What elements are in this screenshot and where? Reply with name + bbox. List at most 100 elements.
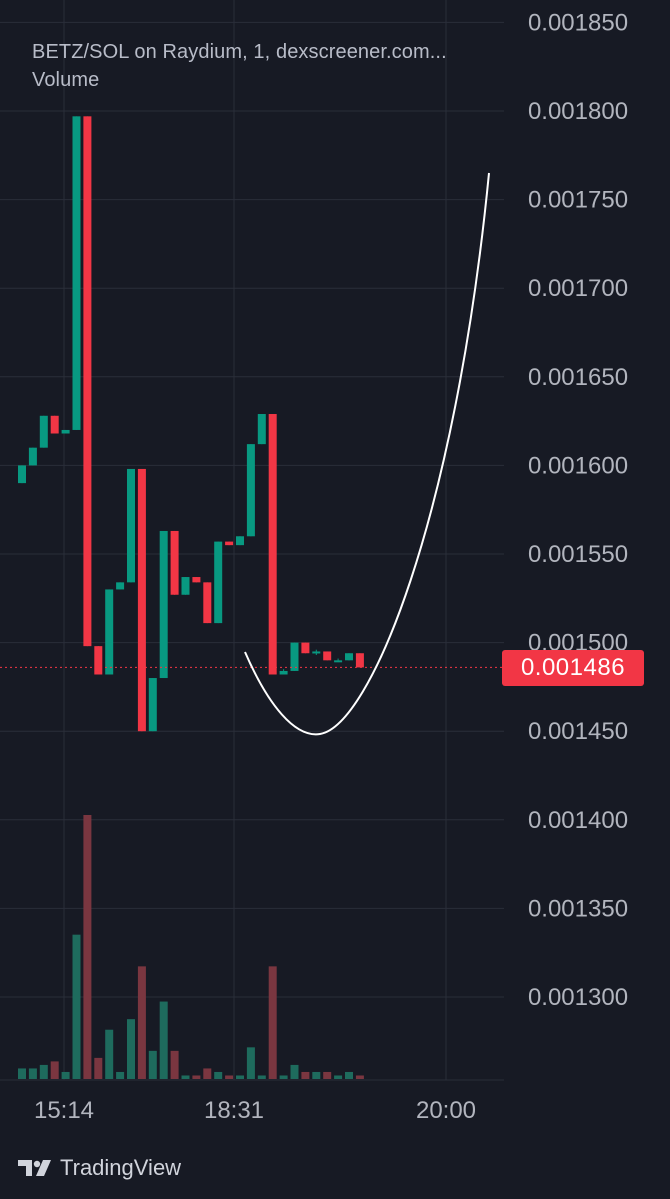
price-tick-label: 0.001550 — [528, 541, 628, 568]
volume-bar — [159, 1001, 168, 1079]
candle-body — [159, 530, 168, 679]
candle-body — [94, 646, 103, 675]
candle[interactable] — [345, 653, 353, 661]
candle[interactable] — [279, 669, 288, 675]
volume-bar — [72, 934, 81, 1079]
candle-body — [257, 414, 266, 445]
candle[interactable] — [94, 646, 103, 675]
tradingview-attribution[interactable]: TradingView — [18, 1148, 181, 1188]
candle[interactable] — [334, 658, 343, 663]
candle[interactable] — [214, 541, 223, 624]
candle-body — [148, 678, 157, 732]
volume-bar — [312, 1071, 321, 1079]
candle-body — [323, 651, 332, 661]
volume-bar — [61, 1071, 70, 1079]
volume-bars — [18, 815, 364, 1079]
candle[interactable] — [28, 447, 37, 466]
candle-body — [279, 670, 288, 675]
volume-bar — [148, 1050, 157, 1079]
volume-bar — [28, 1068, 37, 1079]
candle[interactable] — [236, 536, 244, 546]
volume-bar — [279, 1075, 288, 1079]
volume-bar — [268, 966, 277, 1079]
candle-body — [355, 653, 364, 668]
volume-bar — [334, 1075, 343, 1079]
candle[interactable] — [72, 116, 81, 430]
candle[interactable] — [312, 649, 321, 656]
candle-body — [83, 116, 92, 647]
candle[interactable] — [127, 468, 135, 583]
candle[interactable] — [105, 589, 114, 675]
candle-body — [137, 468, 146, 732]
candle[interactable] — [225, 541, 234, 546]
volume-bar — [137, 966, 146, 1079]
price-tick-label: 0.001850 — [528, 9, 628, 36]
volume-bar — [94, 1057, 103, 1079]
volume-bar — [39, 1064, 48, 1079]
price-tick-label: 0.001300 — [528, 984, 628, 1011]
volume-bar — [181, 1075, 190, 1079]
candle[interactable] — [355, 653, 364, 668]
tradingview-logo-icon — [18, 1160, 51, 1176]
candle[interactable] — [246, 444, 255, 537]
chart-legend[interactable]: BETZ/SOL on Raydium, 1, dexscreener.com.… — [32, 38, 447, 94]
drawn-curve[interactable] — [244, 172, 490, 736]
volume-bar — [18, 1068, 26, 1079]
candle[interactable] — [50, 415, 59, 434]
candle[interactable] — [301, 642, 310, 654]
volume-bar — [257, 1075, 266, 1079]
candle-body — [214, 541, 223, 624]
candle-body — [236, 536, 244, 546]
candle-body — [345, 653, 353, 661]
candle-body — [61, 429, 70, 434]
time-axis[interactable]: 15:14 18:31 20:00 — [34, 1097, 476, 1124]
candle[interactable] — [268, 414, 277, 675]
candle-body — [312, 651, 321, 654]
candle[interactable] — [18, 465, 26, 484]
time-tick-label: 15:14 — [34, 1097, 94, 1124]
volume-bar — [127, 1019, 135, 1079]
candle-body — [50, 415, 59, 434]
candle-body — [18, 465, 26, 484]
volume-bar — [225, 1075, 234, 1079]
candle-body — [225, 541, 234, 546]
price-tick-label: 0.001650 — [528, 364, 628, 391]
volume-bar — [50, 1061, 59, 1079]
price-tick-label: 0.001350 — [528, 895, 628, 922]
candle[interactable] — [39, 415, 48, 448]
volume-bar — [301, 1071, 310, 1079]
candle[interactable] — [137, 468, 146, 732]
tradingview-brand: TradingView — [60, 1155, 182, 1180]
volume-bar — [290, 1064, 299, 1079]
candle[interactable] — [290, 642, 299, 671]
volume-bar — [246, 1047, 255, 1079]
candle[interactable] — [192, 577, 201, 583]
candle[interactable] — [83, 116, 92, 647]
volume-bar — [105, 1029, 114, 1079]
volume-bar — [355, 1075, 364, 1079]
candle[interactable] — [61, 429, 70, 434]
volume-label[interactable]: Volume — [32, 69, 100, 91]
candle-body — [105, 589, 114, 675]
time-tick-label: 20:00 — [416, 1097, 476, 1124]
volume-bar — [83, 815, 92, 1079]
candle[interactable] — [203, 582, 212, 624]
candle-body — [28, 447, 37, 466]
volume-bar — [323, 1071, 332, 1079]
candlesticks[interactable] — [18, 116, 364, 732]
candle-body — [72, 116, 81, 430]
candle[interactable] — [323, 651, 332, 661]
candle[interactable] — [159, 530, 168, 679]
candle[interactable] — [148, 678, 157, 732]
symbol-title[interactable]: BETZ/SOL on Raydium, 1, dexscreener.com.… — [32, 41, 447, 63]
candle[interactable] — [116, 582, 125, 590]
candle[interactable] — [257, 414, 266, 445]
candle[interactable] — [181, 577, 190, 595]
candle[interactable] — [170, 530, 179, 595]
candle-body — [203, 582, 212, 624]
price-tick-label: 0.001750 — [528, 187, 628, 214]
price-tick-label: 0.001600 — [528, 452, 628, 479]
candle-body — [39, 415, 48, 448]
